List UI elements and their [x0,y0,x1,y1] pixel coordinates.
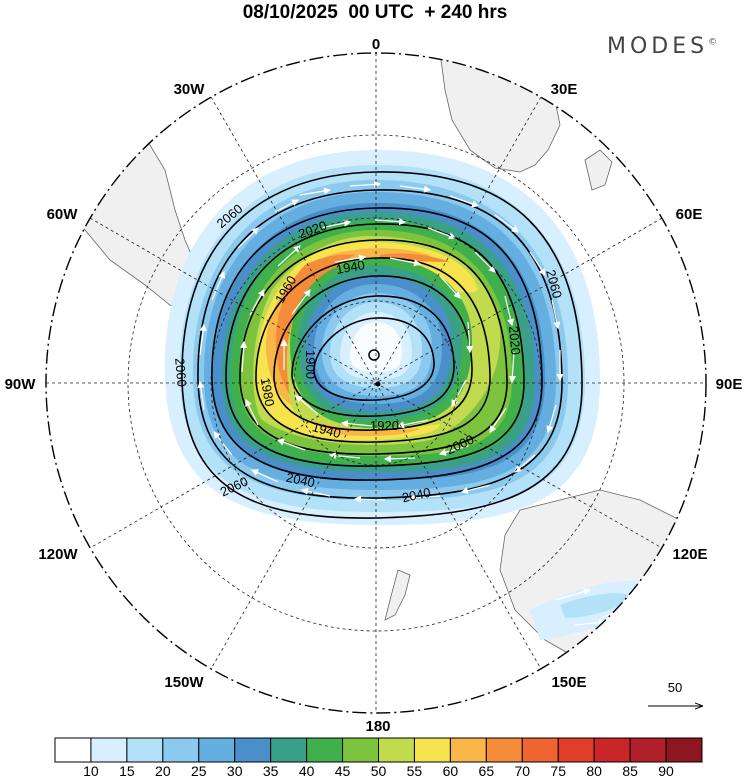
colorbar-label: 75 [550,763,567,779]
contour-label: 2060 [172,357,189,387]
colorbar-label: 30 [226,763,243,779]
colorbar-swatch [449,737,487,763]
longitude-labels: 0 30E 60E 90E 120E 150E 180 150W 120W 90… [5,36,743,735]
colorbar-swatch [234,737,272,763]
contour-1980 [239,239,508,455]
contour-label: 2060 [543,268,565,300]
contour-label: 1940 [311,419,343,441]
colorbar-swatch [54,737,92,763]
madagascar-land [584,149,613,191]
contour-1920 [291,295,455,417]
colorbar-label: 60 [442,763,459,779]
colorbar-swatch [521,737,559,763]
colorbar-label: 45 [334,763,351,779]
contour-label: 2040 [285,470,316,491]
lon-label-30e: 30E [551,81,578,98]
colorbar-label: 40 [298,763,315,779]
colorbar-swatch [485,737,523,763]
colorbar-swatch [629,737,667,763]
contour-label: 2020 [506,325,523,355]
colorbar-swatch [665,737,703,763]
wind-scale-label: 50 [668,680,682,695]
lon-label-90e: 90E [716,376,743,393]
lon-label-30w: 30W [174,81,206,98]
colorbar-label: 10 [83,763,99,779]
colorbar-label: 25 [190,763,207,779]
colorbar-swatch [162,737,200,763]
africa-land [439,53,561,173]
colorbar-label: 85 [622,763,638,779]
colorbar-label: 15 [119,763,135,779]
colorbar-swatch [378,737,415,763]
colorbar-swatch [413,737,451,763]
lon-label-150e: 150E [551,674,586,691]
contour-label: 1920 [370,418,399,433]
lon-label-90w: 90W [5,376,37,393]
contour-2000 [225,223,525,467]
lon-label-0: 0 [372,36,380,53]
contour-label: 1940 [335,257,366,277]
low-center-marker [368,349,380,361]
contour-label: 1980 [258,376,278,407]
colorbar-swatch [557,737,595,763]
contour-label: 2040 [401,485,432,506]
lon-label-120e: 120E [672,546,707,563]
colorbar-swatch [90,737,128,763]
contour-1960 [255,257,491,443]
map-boundary [45,52,707,714]
lon-label-60w: 60W [47,206,79,223]
contour-label: 1900 [303,350,318,379]
colorbar-swatch [306,737,344,763]
colorbar-label: 50 [370,763,387,779]
colorbar-swatch [342,737,379,763]
map-title: 08/10/2025 00 UTC + 240 hrs [242,2,508,23]
new-zealand-land [384,569,411,621]
lon-label-60e: 60E [676,206,703,223]
contour-1900 [313,317,435,401]
colorbar-label: 80 [586,763,602,779]
colorbar-swatch [126,737,164,763]
colorbar-label: 90 [658,763,674,779]
colorbar-label: 65 [478,763,495,779]
wind-scale-reference: 50 [648,680,702,706]
colorbar-label: 20 [155,763,171,779]
colorbar-swatch [270,737,308,763]
colorbar-swatch [198,737,236,763]
colorbar [54,737,703,763]
lon-label-180: 180 [365,718,390,735]
colorbar-label: 55 [406,763,423,779]
colorbar-label: 35 [262,763,279,779]
wind-vectors [197,180,637,627]
colorbar-swatch [593,737,631,763]
south-pole-marker [375,381,381,387]
lon-label-150w: 150W [164,674,204,691]
lon-label-120w: 120W [38,546,78,563]
colorbar-label: 70 [514,763,531,779]
contour-1940 [273,275,473,431]
modes-logo: MODES© [607,34,718,59]
